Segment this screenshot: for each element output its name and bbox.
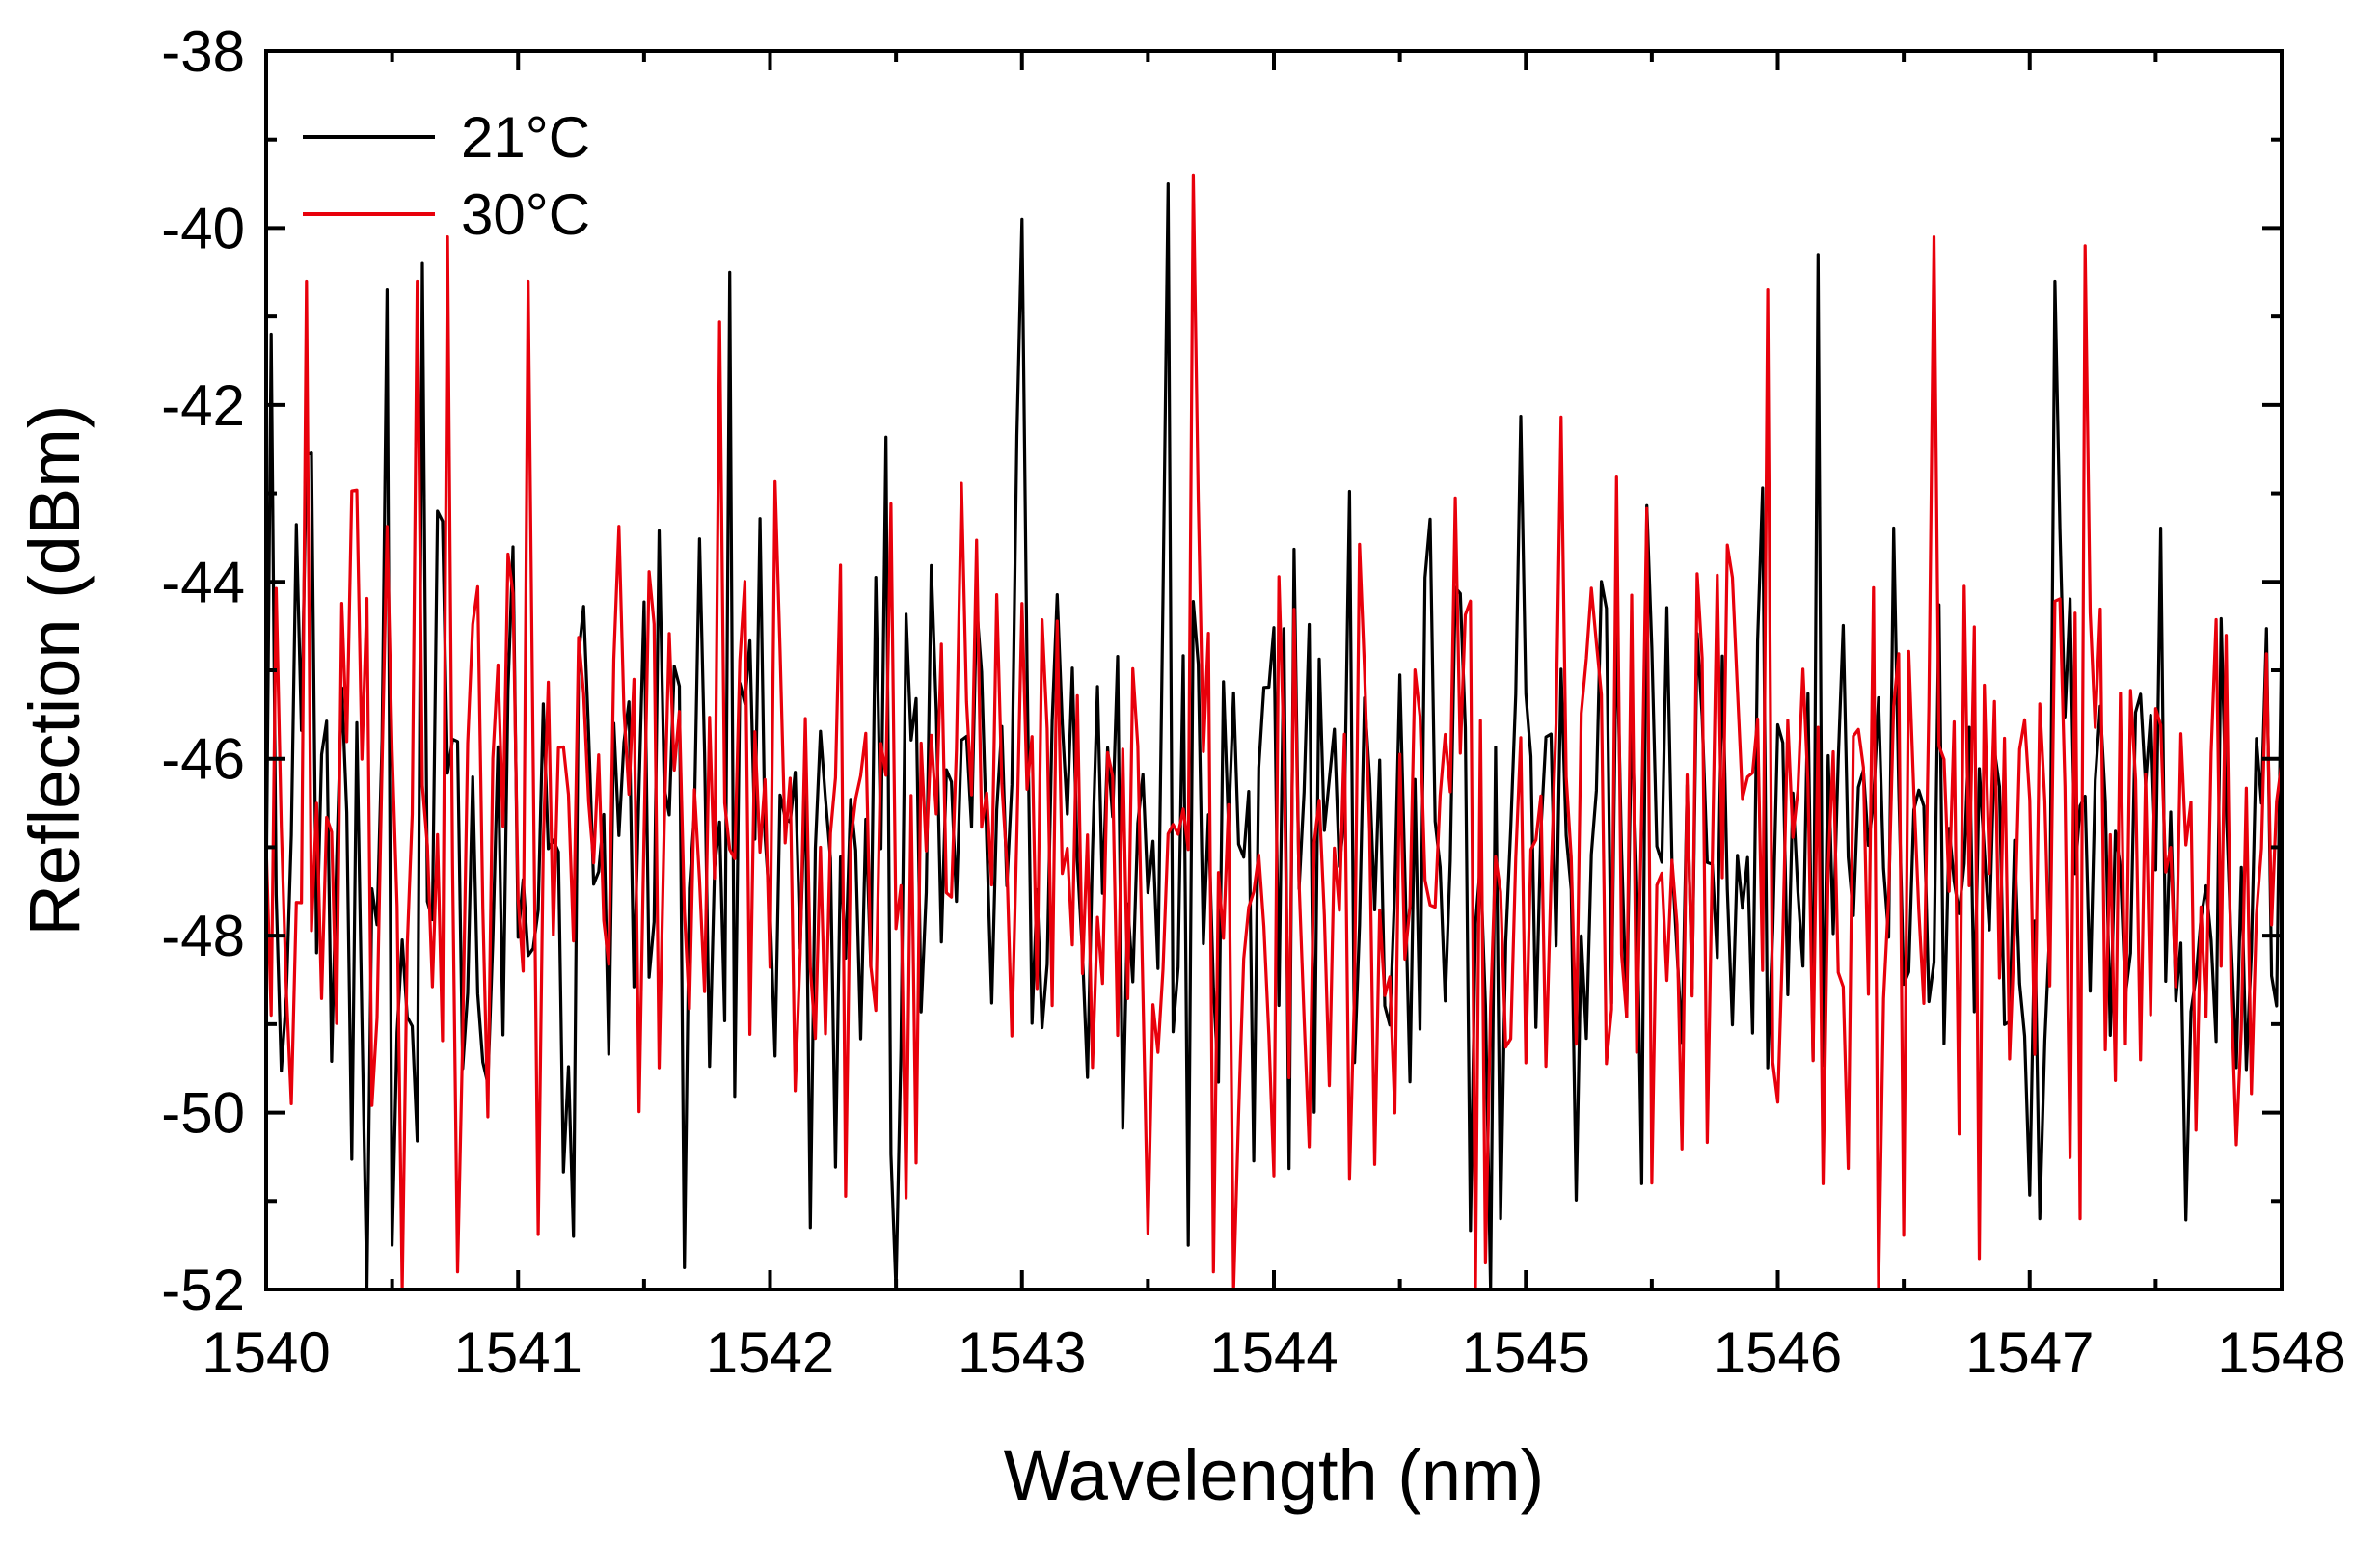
x-tick-label: 1541 — [454, 1320, 582, 1385]
x-tick-label: 1545 — [1462, 1320, 1590, 1385]
legend-label-21c: 21°C — [461, 105, 590, 170]
y-tick-label: -50 — [161, 1081, 245, 1146]
x-tick-label: 1542 — [706, 1320, 834, 1385]
y-tick-label: -42 — [161, 373, 245, 438]
y-tick-label: -46 — [161, 727, 245, 792]
y-tick-label: -40 — [161, 196, 245, 260]
tick-layer — [264, 49, 2284, 1291]
series-layer — [264, 173, 2284, 1291]
y-tick-label: -48 — [161, 904, 245, 968]
y-tick-label: -38 — [161, 19, 245, 84]
y-axis-title: Reflection (dBm) — [14, 404, 95, 936]
legend: 21°C 30°C — [303, 105, 590, 247]
series-line-30c — [264, 173, 2284, 1291]
x-tick-label: 1543 — [958, 1320, 1086, 1385]
legend-label-30c: 30°C — [461, 182, 590, 247]
label-layer: 1540 1541 1542 1543 1544 1545 1546 1547 1548 -38 -… — [161, 19, 2345, 1385]
x-tick-label: 1548 — [2217, 1320, 2345, 1385]
x-tick-label: 1546 — [1714, 1320, 1842, 1385]
x-axis-title: Wavelength (nm) — [1004, 1435, 1545, 1515]
y-tick-label: -52 — [161, 1258, 245, 1322]
x-tick-label: 1544 — [1209, 1320, 1338, 1385]
x-tick-label: 1540 — [202, 1320, 330, 1385]
y-tick-label: -44 — [161, 550, 245, 614]
x-tick-label: 1547 — [1965, 1320, 2094, 1385]
